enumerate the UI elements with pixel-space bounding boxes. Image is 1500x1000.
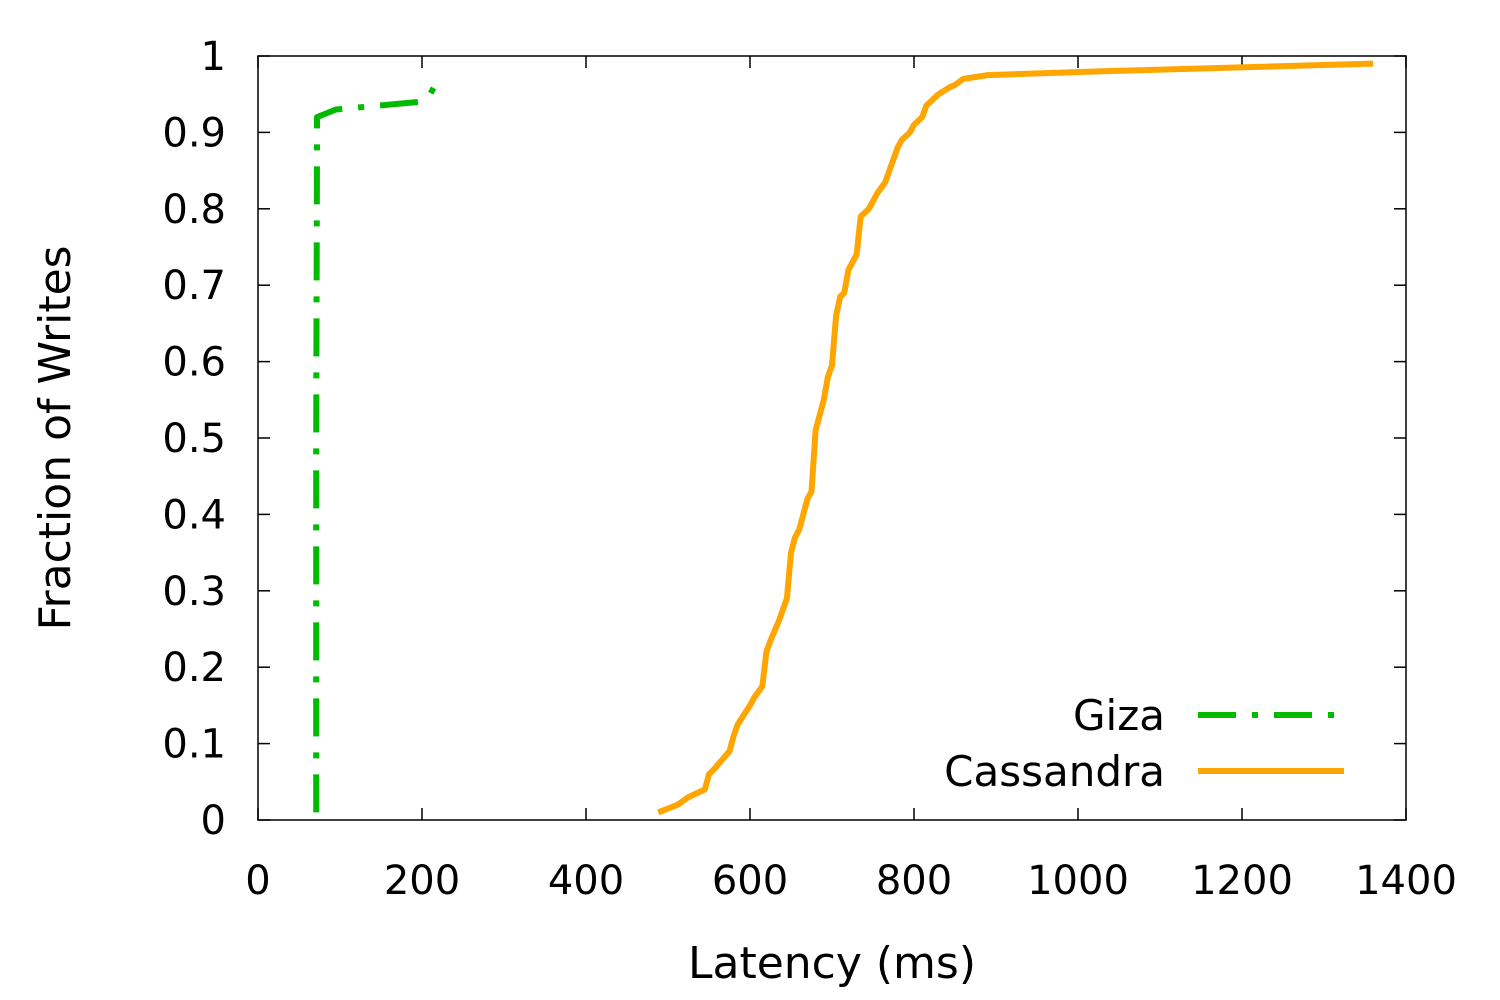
legend-label-cassandra: Cassandra	[944, 747, 1165, 796]
y-axis-ticks: 0 0.1 0.2 0.3 0.4 0.5 0.6 0.7 0.8 0.9 1	[162, 34, 1406, 844]
y-tick-label: 0.6	[162, 340, 226, 386]
x-tick-label: 1400	[1355, 858, 1457, 904]
y-tick-label: 0.1	[162, 722, 226, 768]
series-lines	[313, 60, 1374, 816]
y-tick-label: 1	[201, 34, 226, 80]
x-tick-label: 800	[876, 858, 952, 904]
x-axis-ticks: 0 200 400 600 800 1000 1200 1400	[245, 56, 1457, 904]
y-tick-label: 0.8	[162, 187, 226, 233]
plot-frame	[257, 55, 1407, 821]
x-axis-title: Latency (ms)	[688, 938, 976, 989]
series-line-cassandra	[657, 60, 1374, 816]
legend: Giza Cassandra	[944, 691, 1344, 796]
series-line-giza	[313, 77, 442, 813]
x-tick-label: 1200	[1191, 858, 1293, 904]
y-tick-label: 0.4	[162, 492, 226, 538]
plot-border	[257, 55, 1407, 821]
x-tick-label: 400	[548, 858, 624, 904]
legend-label-giza: Giza	[1073, 691, 1165, 740]
x-tick-label: 0	[245, 858, 270, 904]
x-tick-label: 200	[384, 858, 460, 904]
y-tick-label: 0.7	[162, 263, 226, 309]
y-tick-label: 0.5	[162, 416, 226, 462]
y-axis-title: Fraction of Writes	[30, 245, 81, 630]
y-tick-label: 0	[201, 798, 226, 844]
y-tick-label: 0.3	[162, 569, 226, 615]
y-tick-label: 0.9	[162, 110, 226, 156]
y-tick-label: 0.2	[162, 645, 226, 691]
x-tick-label: 600	[712, 858, 788, 904]
x-tick-label: 1000	[1027, 858, 1129, 904]
